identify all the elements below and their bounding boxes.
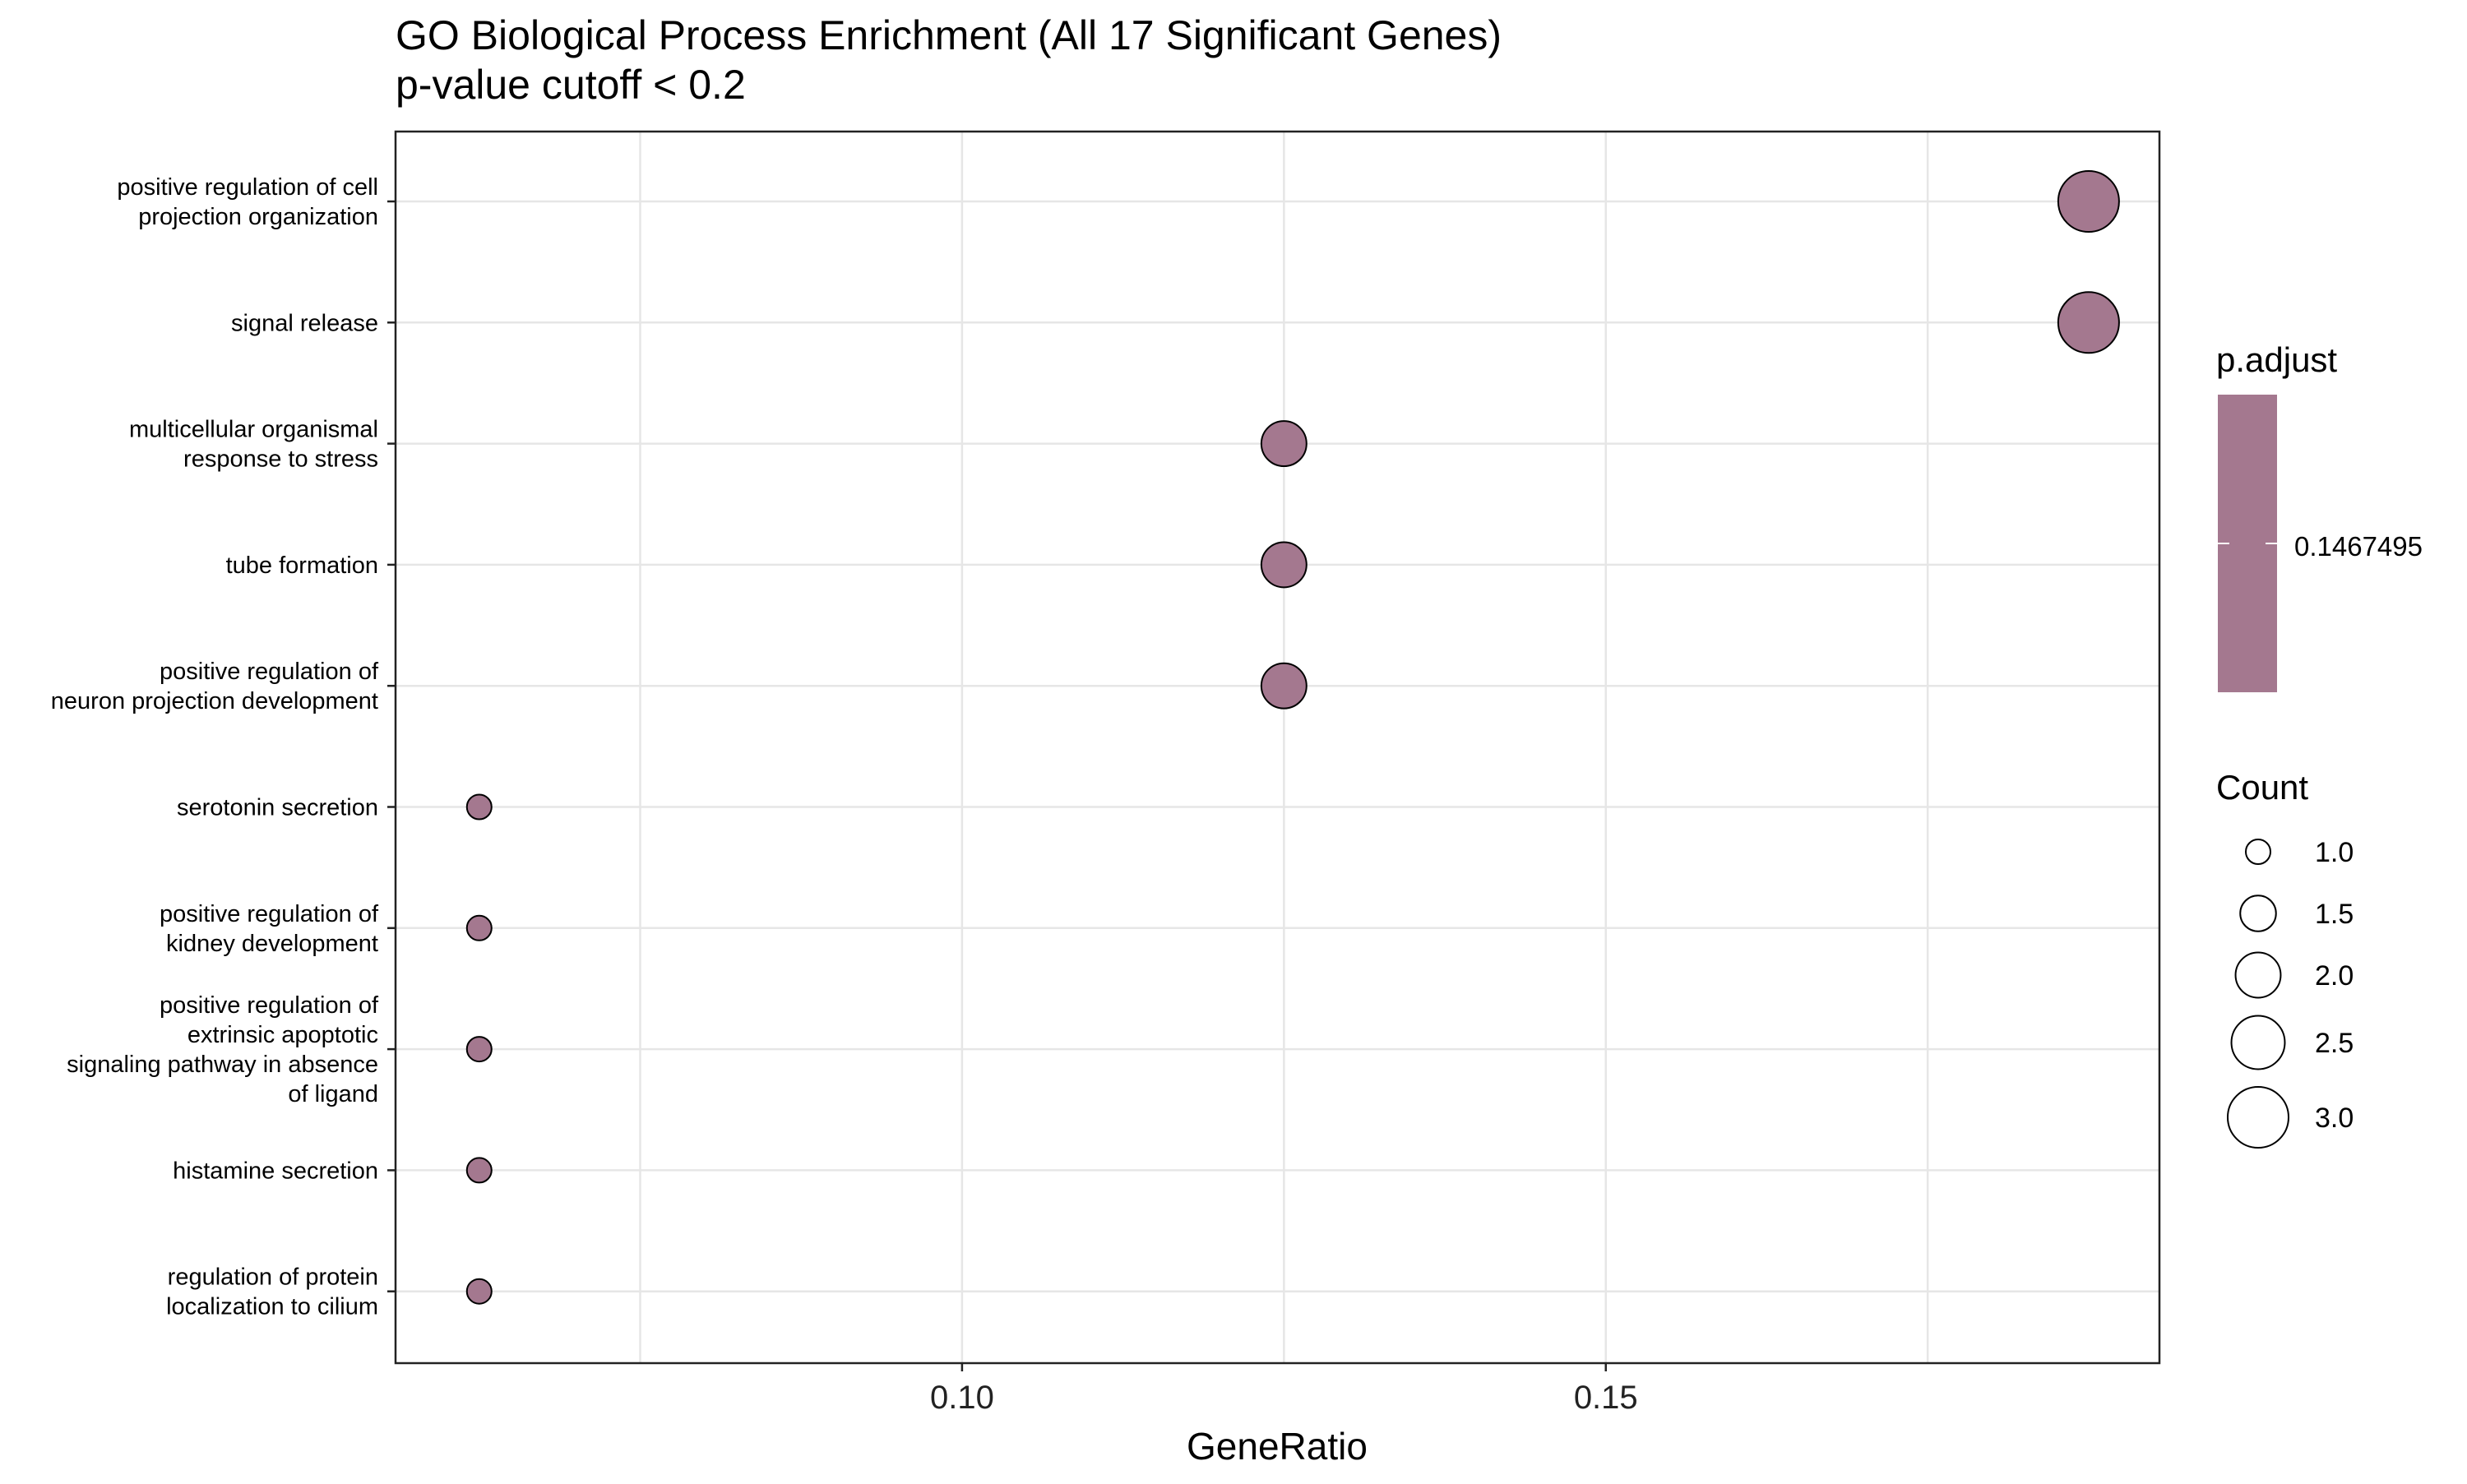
- y-tick-label-line: positive regulation of: [160, 992, 379, 1019]
- y-tick-label-line: kidney development: [166, 931, 378, 957]
- y-tick-label-line: signal release: [231, 310, 378, 336]
- data-point: [465, 793, 493, 821]
- plot-panel-border: [394, 130, 2161, 1365]
- data-point: [465, 1157, 493, 1184]
- chart-subtitle: p-value cutoff < 0.2: [396, 62, 746, 108]
- size-legend-items: 1.0 1.5 2.0 2.5 3.0: [2227, 837, 2354, 1149]
- y-tick-label-line: localization to cilium: [166, 1294, 378, 1320]
- y-tick-label-line: multicellular organismal: [129, 417, 378, 443]
- x-tick-label: 0.15: [1574, 1380, 1638, 1416]
- y-tick-label: regulation of protein localization to cil…: [166, 1264, 378, 1320]
- y-tick-label-line: positive regulation of cell: [117, 174, 378, 201]
- color-legend-label: 0.1467495: [2294, 531, 2423, 562]
- y-tick-label-line: neuron projection development: [51, 688, 378, 714]
- color-legend-title: p.adjust: [2216, 340, 2337, 379]
- y-tick-label-line: signaling pathway in absence: [67, 1052, 378, 1078]
- size-legend-label: 2.0: [2315, 960, 2354, 992]
- x-tick-label: 0.10: [930, 1380, 994, 1416]
- y-tick-label-line: regulation of protein: [168, 1264, 378, 1291]
- size-legend-title: Count: [2216, 768, 2308, 807]
- y-tick-label-line: histamine secretion: [173, 1158, 378, 1184]
- data-point: [465, 1278, 493, 1305]
- y-tick-label-line: positive regulation of: [160, 659, 379, 685]
- size-legend-key: [2234, 951, 2282, 999]
- size-legend-key: [2230, 1015, 2286, 1070]
- y-tick-label: serotonin secretion: [177, 795, 378, 821]
- data-point: [2057, 291, 2120, 354]
- size-legend-label: 2.5: [2315, 1028, 2354, 1059]
- size-legend-label: 1.5: [2315, 899, 2354, 930]
- data-point: [1260, 420, 1308, 468]
- y-tick-label: tube formation: [226, 552, 378, 579]
- y-tick-label: multicellular organismal response to stre…: [129, 417, 378, 473]
- y-tick-label-line: serotonin secretion: [177, 795, 378, 821]
- data-point: [2057, 170, 2120, 233]
- size-legend-key: [2227, 1086, 2289, 1149]
- chart-title: GO Biological Process Enrichment (All 17…: [396, 12, 1502, 58]
- x-axis: 0.10 0.15: [930, 1363, 1638, 1416]
- data-point: [465, 1036, 493, 1063]
- legend: p.adjust 0.1467495 Count 1.0 1.5 2.0 2.5 3.0: [2216, 340, 2423, 1149]
- y-tick-label: positive regulation of neuron projection …: [51, 659, 379, 714]
- y-axis: positive regulation of cell projection or…: [51, 174, 396, 1320]
- y-tick-label-line: extrinsic apoptotic: [187, 1022, 378, 1048]
- y-tick-label: positive regulation of kidney development: [160, 901, 379, 957]
- y-tick-label-line: projection organization: [138, 204, 378, 230]
- y-tick-label: positive regulation of cell projection or…: [117, 174, 378, 230]
- y-tick-label-line: of ligand: [288, 1081, 378, 1107]
- size-legend-key: [2239, 895, 2277, 932]
- y-tick-label-line: positive regulation of: [160, 901, 379, 927]
- data-point: [465, 914, 493, 941]
- data-point: [1260, 541, 1308, 589]
- y-tick-label: signal release: [231, 310, 378, 336]
- size-legend-label: 3.0: [2315, 1103, 2354, 1134]
- size-legend-label: 1.0: [2315, 837, 2354, 868]
- y-tick-label: histamine secretion: [173, 1158, 378, 1184]
- size-legend-key: [2245, 839, 2271, 865]
- y-tick-label: positive regulation of extrinsic apoptoti…: [67, 992, 379, 1107]
- y-tick-label-line: response to stress: [183, 446, 378, 473]
- data-points: [465, 170, 2120, 1305]
- x-axis-label: GeneRatio: [1187, 1425, 1368, 1468]
- y-tick-label-line: tube formation: [226, 552, 378, 579]
- data-point: [1260, 662, 1308, 710]
